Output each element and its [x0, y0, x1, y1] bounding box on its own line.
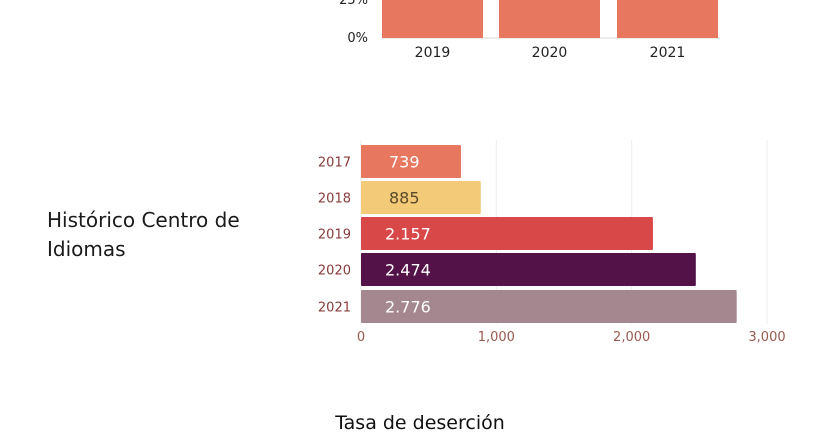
top-bar-chart: 2019 2020 2021 0% 25% [339, 0, 720, 61]
top-bar-2019 [382, 0, 483, 38]
bar-data-label: 2.157 [385, 225, 431, 244]
y-category-label: 2021 [318, 301, 351, 316]
bar-2021 [361, 290, 737, 323]
bar-data-label: 885 [389, 189, 420, 208]
x-tick-label: 0 [357, 330, 365, 345]
top-y-tick-label: 25% [339, 0, 368, 8]
x-tick-label: 3,000 [748, 330, 785, 345]
bar-2018 [361, 181, 481, 214]
x-tick-label: 1,000 [478, 330, 515, 345]
top-bar-2021 [617, 0, 718, 38]
top-x-tick-label: 2020 [532, 45, 568, 61]
y-category-label: 2020 [318, 264, 351, 279]
y-category-label: 2017 [318, 156, 351, 171]
top-x-tick-label: 2019 [415, 45, 451, 61]
y-category-label: 2019 [318, 228, 351, 243]
section-title: Histórico Centro de Idiomas [47, 208, 240, 261]
bar-data-label: 739 [389, 153, 420, 172]
top-x-tick-label: 2021 [650, 45, 686, 61]
y-category-label: 2018 [318, 192, 351, 207]
bar-2019 [361, 217, 653, 250]
bar-2020 [361, 253, 696, 286]
top-y-tick-label: 0% [347, 31, 368, 46]
historico-bar-chart: 2017 739 2018 885 2019 2.157 2020 2.474 2021 2.77… [318, 140, 786, 345]
bottom-chart-title: Tasa de deserción [335, 412, 505, 434]
bar-data-label: 2.474 [385, 261, 431, 280]
bar-data-label: 2.776 [385, 298, 431, 317]
bar-2017 [361, 145, 462, 178]
top-bar-2020 [499, 0, 600, 38]
x-tick-label: 2,000 [613, 330, 650, 345]
